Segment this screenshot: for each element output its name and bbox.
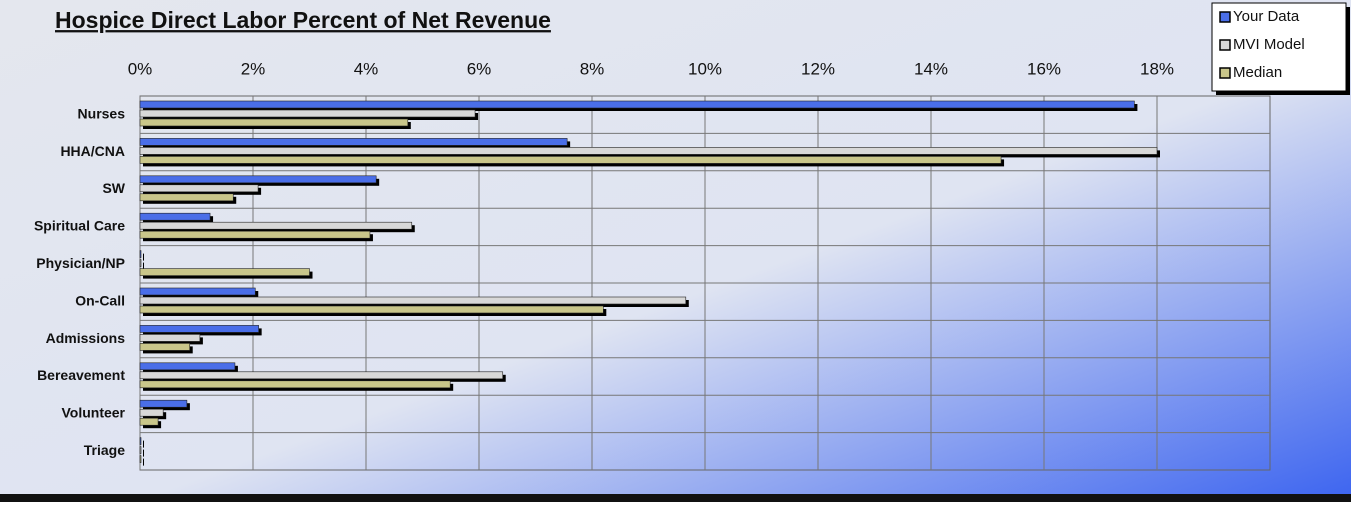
bar bbox=[139, 437, 142, 445]
bar bbox=[139, 343, 191, 351]
bar bbox=[139, 446, 142, 454]
y-tick-label: Admissions bbox=[46, 330, 126, 346]
x-tick-label: 8% bbox=[580, 59, 605, 78]
y-tick-label: Physician/NP bbox=[36, 255, 125, 271]
bar bbox=[139, 408, 164, 417]
x-tick-label: 18% bbox=[1140, 59, 1174, 78]
y-tick-label: Nurses bbox=[78, 105, 126, 121]
bar bbox=[139, 250, 142, 258]
legend-swatch bbox=[1219, 67, 1231, 79]
bar bbox=[139, 230, 371, 239]
legend-label: Median bbox=[1233, 64, 1282, 81]
legend-label: MVI Model bbox=[1233, 36, 1305, 53]
bar bbox=[139, 268, 310, 276]
bar bbox=[139, 305, 604, 314]
bar bbox=[139, 147, 1158, 155]
y-tick-label: Triage bbox=[84, 442, 125, 458]
x-tick-label: 12% bbox=[801, 59, 835, 78]
chart-title: Hospice Direct Labor Percent of Net Reve… bbox=[55, 7, 551, 33]
y-tick-label: SW bbox=[102, 180, 125, 196]
y-tick-label: Spiritual Care bbox=[34, 218, 125, 234]
bar bbox=[139, 118, 409, 127]
bar bbox=[139, 334, 201, 342]
x-tick-label: 10% bbox=[688, 59, 722, 78]
bar bbox=[139, 287, 256, 296]
bar bbox=[139, 362, 236, 371]
x-tick-label: 14% bbox=[914, 59, 948, 78]
bar-shadow bbox=[143, 253, 144, 261]
y-tick-label: On-Call bbox=[75, 292, 125, 308]
bar bbox=[139, 296, 687, 305]
bar bbox=[139, 399, 188, 408]
bar-shadow bbox=[143, 458, 144, 466]
bar bbox=[139, 193, 234, 202]
bar-shadow bbox=[143, 449, 144, 457]
x-tick-label: 2% bbox=[241, 59, 266, 78]
bar bbox=[139, 184, 259, 193]
bar bbox=[139, 156, 1002, 164]
bar bbox=[139, 221, 413, 230]
bar bbox=[139, 109, 476, 118]
bar-shadow bbox=[143, 262, 144, 270]
y-tick-label: HHA/CNA bbox=[60, 143, 125, 159]
bar bbox=[139, 417, 159, 426]
bar bbox=[139, 212, 211, 221]
legend-swatch bbox=[1219, 39, 1231, 51]
y-tick-label: Bereavement bbox=[37, 367, 125, 383]
x-tick-label: 6% bbox=[467, 59, 492, 78]
bar bbox=[139, 380, 451, 389]
bar bbox=[139, 259, 142, 267]
x-tick-label: 0% bbox=[128, 59, 153, 78]
legend-label: Your Data bbox=[1233, 8, 1300, 25]
bottom-band bbox=[0, 494, 1351, 502]
bar bbox=[139, 455, 142, 463]
bar bbox=[139, 325, 259, 333]
legend bbox=[1211, 2, 1347, 92]
bar-shadow bbox=[143, 440, 144, 448]
bar bbox=[139, 175, 377, 184]
y-tick-label: Volunteer bbox=[61, 405, 125, 421]
x-tick-label: 4% bbox=[354, 59, 379, 78]
x-tick-label: 16% bbox=[1027, 59, 1061, 78]
legend-swatch bbox=[1219, 11, 1231, 23]
bar bbox=[139, 138, 568, 146]
bar bbox=[139, 371, 504, 380]
bar bbox=[139, 100, 1135, 109]
